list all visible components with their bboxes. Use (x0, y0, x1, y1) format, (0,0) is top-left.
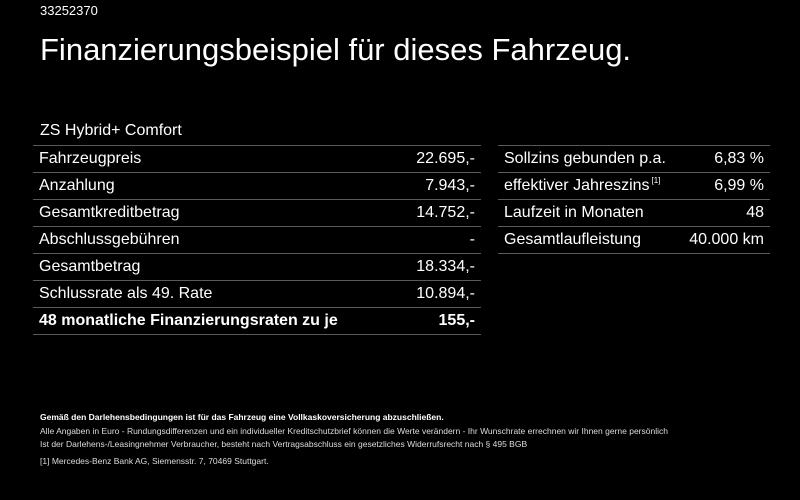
footnote: [1] Mercedes-Benz Bank AG, Siemensstr. 7… (40, 455, 780, 469)
disclaimer-line: Alle Angaben in Euro - Rundungsdifferenz… (40, 425, 668, 436)
model-name: ZS Hybrid+ Comfort (40, 122, 182, 139)
page-title: Finanzierungsbeispiel für dieses Fahrzeu… (40, 32, 632, 67)
row-value: - (397, 226, 481, 254)
table-row: Gesamtlaufleistung 40.000 km (498, 226, 770, 254)
insurance-note: Gemäß den Darlehensbedingungen ist für d… (40, 412, 444, 422)
row-value: 18.334,- (397, 253, 481, 281)
table-row: Gesamtkreditbetrag 14.752,- (33, 199, 481, 227)
row-value: 6,83 % (678, 145, 770, 173)
row-value: 48 (678, 199, 770, 227)
row-value: 155,- (397, 307, 481, 335)
row-value: 10.894,- (397, 280, 481, 308)
withdrawal-note: Ist der Darlehens-/Leasingnehmer Verbrau… (40, 439, 528, 449)
interest-table: Sollzins gebunden p.a. 6,83 % effektiver … (498, 145, 770, 254)
row-value: 6,99 % (678, 172, 770, 200)
row-label: Anzahlung (33, 172, 398, 200)
table-row: Anzahlung 7.943,- (33, 172, 481, 200)
row-label: Fahrzeugpreis (33, 145, 398, 173)
row-value: 14.752,- (397, 199, 481, 227)
table-row: Gesamtbetrag 18.334,- (33, 253, 481, 281)
row-label: Laufzeit in Monaten (498, 199, 679, 227)
monthly-rate-row: 48 monatliche Finanzierungsraten zu je 15… (33, 307, 481, 335)
table-row: effektiver Jahreszins [1] 6,99 % (498, 172, 770, 200)
row-label: Schlussrate als 49. Rate (33, 280, 398, 308)
row-value: 7.943,- (397, 172, 481, 200)
row-value: 22.695,- (397, 145, 481, 173)
row-label: Abschlussgebühren (33, 226, 398, 254)
table-row: Abschlussgebühren - (33, 226, 481, 254)
row-label: 48 monatliche Finanzierungsraten zu je (33, 307, 398, 335)
row-value: 40.000 km (678, 226, 770, 254)
footnote-ref: [1] (651, 176, 661, 185)
vehicle-id: 33252370 (40, 3, 98, 18)
table-row: Schlussrate als 49. Rate 10.894,- (33, 280, 481, 308)
row-label: Gesamtbetrag (33, 253, 398, 281)
row-label: effektiver Jahreszins [1] (498, 172, 679, 200)
row-label: Sollzins gebunden p.a. (498, 145, 679, 173)
table-row: Fahrzeugpreis 22.695,- (33, 145, 481, 173)
table-row: Sollzins gebunden p.a. 6,83 % (498, 145, 770, 173)
footnote-text: Mercedes-Benz Bank AG, Siemensstr. 7, 70… (51, 455, 269, 466)
row-label: Gesamtlaufleistung (498, 226, 679, 254)
financing-table: Fahrzeugpreis 22.695,- Anzahlung 7.943,- G… (33, 145, 481, 335)
footnote-marker: [1] (40, 455, 50, 466)
legal-notes: Gemäß den Darlehensbedingungen ist für d… (40, 411, 780, 468)
table-row: Laufzeit in Monaten 48 (498, 199, 770, 227)
row-label: Gesamtkreditbetrag (33, 199, 398, 227)
